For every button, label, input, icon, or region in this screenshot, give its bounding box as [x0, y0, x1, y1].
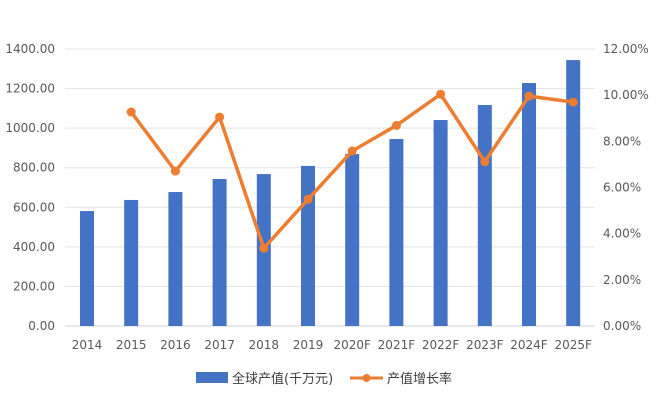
point-2025F — [568, 97, 578, 107]
bar-series — [80, 60, 581, 327]
left-tick-label: 400.00 — [13, 240, 55, 254]
point-2019 — [303, 194, 313, 204]
bar-2020F — [345, 154, 360, 326]
bar-2014 — [80, 211, 94, 326]
right-tick-label: 12.00% — [603, 42, 649, 56]
x-tick-label: 2017 — [204, 338, 235, 352]
left-tick-label: 600.00 — [13, 200, 55, 214]
right-tick-label: 10.00% — [603, 88, 649, 102]
point-2024F — [524, 91, 534, 101]
legend-bar-swatch — [196, 372, 228, 383]
bar-2021F — [389, 139, 404, 326]
left-tick-label: 0.00 — [28, 319, 55, 333]
right-tick-label: 4.00% — [603, 227, 641, 241]
point-2016 — [170, 166, 180, 176]
point-2017 — [215, 112, 225, 122]
x-tick-label: 2020F — [333, 338, 371, 352]
x-tick-label: 2019 — [293, 338, 324, 352]
bar-2019 — [301, 165, 315, 326]
legend-line-marker — [362, 374, 371, 382]
left-tick-label: 1200.00 — [5, 82, 55, 96]
left-tick-label: 1000.00 — [5, 121, 55, 135]
bar-2024F — [522, 83, 536, 326]
x-tick-label: 2014 — [72, 338, 103, 352]
right-tick-label: 2.00% — [603, 273, 641, 287]
legend: 全球产值(千万元) 产值增长率 — [196, 371, 452, 387]
bar-2016 — [168, 192, 183, 326]
point-2022F — [436, 89, 446, 99]
point-2020F — [347, 146, 357, 156]
x-tick-label: 2018 — [249, 338, 280, 352]
right-tick-label: 0.00% — [603, 319, 641, 333]
x-tick-label: 2021F — [378, 338, 416, 352]
bar-2022F — [433, 120, 448, 326]
bar-2023F — [477, 104, 492, 327]
right-tick-label: 8.00% — [603, 134, 641, 148]
legend-line-label: 产值增长率 — [387, 371, 452, 387]
point-2018 — [259, 243, 269, 253]
bar-2017 — [212, 178, 227, 326]
x-tick-label: 2015 — [116, 338, 147, 352]
x-tick-label: 2025F — [554, 338, 592, 352]
gridlines — [65, 48, 595, 327]
left-tick-label: 800.00 — [13, 161, 55, 175]
x-tick-label: 2016 — [160, 338, 191, 352]
line-series — [126, 89, 578, 253]
axis-ticks: 0.00 200.00 400.00 600.00 800.00 1000.00 1200.… — [5, 42, 648, 352]
x-tick-label: 2023F — [466, 338, 504, 352]
bar-2015 — [124, 199, 139, 326]
x-tick-label: 2022F — [422, 338, 460, 352]
x-tick-label: 2024F — [510, 338, 548, 352]
bar-2025F — [566, 60, 581, 327]
left-tick-label: 1400.00 — [5, 42, 55, 56]
right-tick-label: 6.00% — [603, 181, 641, 195]
point-2023F — [480, 157, 490, 167]
left-tick-label: 200.00 — [13, 279, 55, 293]
point-2021F — [391, 120, 401, 130]
point-2015 — [126, 107, 136, 117]
legend-bar-label: 全球产值(千万元) — [232, 371, 333, 387]
